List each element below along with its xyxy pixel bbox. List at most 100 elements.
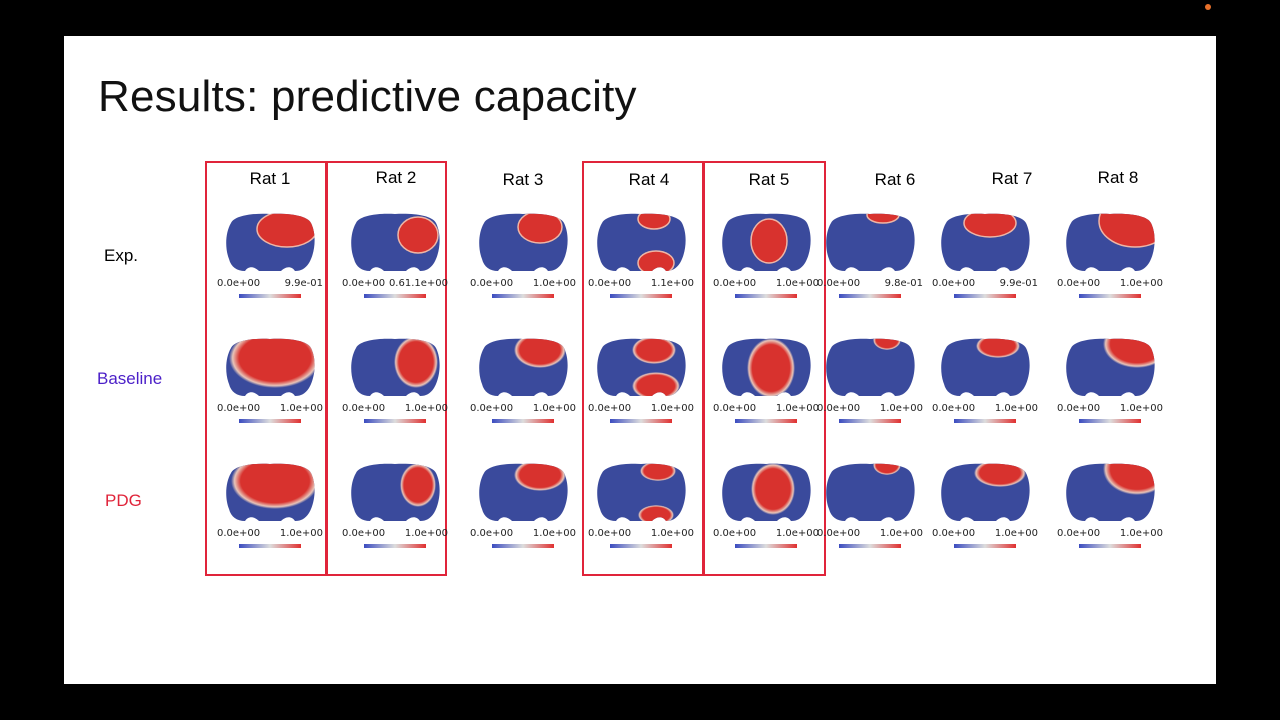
map-cell: 0.0e+00 0.61.1e+00 [340,208,450,318]
healthy-tissue-region [826,213,915,271]
map-cell: 0.0e+00 1.0e+00 [815,333,925,443]
colorbar [735,544,797,548]
colorbar-max-label: 1.0e+00 [775,528,819,539]
colorbar [610,419,672,423]
column-header-rat-6: Rat 6 [874,170,916,189]
map-cell: 0.0e+00 1.0e+00 [1055,458,1165,568]
brain-slice-map [597,213,686,272]
map-cell: 0.0e+00 1.0e+00 [1055,333,1165,443]
infarct-region [750,218,788,264]
colorbar-min-label: 0.0e+00 [817,278,861,289]
infarct-region [632,372,680,397]
map-cell: 0.0e+00 1.0e+00 [468,458,578,568]
infarct-region [397,216,439,254]
infarct-region [751,463,795,515]
infarct-region [637,213,671,230]
colorbar-max-label: 1.0e+00 [532,278,576,289]
colorbar-min-label: 0.0e+00 [217,278,261,289]
brain-slice-map [597,463,686,522]
colorbar-max-label: 9.8e-01 [884,278,923,289]
colorbar [839,419,901,423]
colorbar-min-label: 0.0e+00 [342,278,386,289]
brain-slice-map [826,463,915,521]
brain-slice-map [226,213,315,271]
colorbar [364,419,426,423]
colorbar-min-label: 0.0e+00 [342,403,386,414]
colorbar-max-label: 1.0e+00 [1119,528,1163,539]
colorbar-min-label: 0.0e+00 [932,528,976,539]
map-cell: 0.0e+00 1.0e+00 [468,208,578,318]
map-cell: 0.0e+00 1.0e+00 [586,458,696,568]
colorbar-max-label: 1.1e+00 [650,278,694,289]
brain-slice-map [351,338,440,396]
infarct-region [747,338,795,397]
infarct-region [517,213,563,244]
map-cell: 0.0e+00 1.0e+00 [930,458,1040,568]
colorbar [610,544,672,548]
column-header-rat-7: Rat 7 [991,169,1033,188]
colorbar [239,294,301,298]
map-cell: 0.0e+00 1.0e+00 [586,333,696,443]
map-cell: 0.0e+00 1.0e+00 [711,333,821,443]
colorbar-max-label: 1.0e+00 [650,403,694,414]
map-cell: 0.0e+00 1.0e+00 [340,458,450,568]
recording-dot-icon [1205,4,1211,10]
colorbar [1079,294,1141,298]
infarct-region [873,338,901,350]
colorbar-max-label: 1.0e+00 [532,403,576,414]
colorbar-min-label: 0.0e+00 [713,278,757,289]
colorbar-min-label: 0.0e+00 [217,403,261,414]
colorbar [735,294,797,298]
colorbar-max-label: 1.0e+00 [279,403,323,414]
highlight-box-rat-5 [703,161,826,576]
colorbar-max-label: 1.0e+00 [404,528,448,539]
brain-slice-map [722,213,811,271]
slide: Results: predictive capacity Rat 1 Rat 2… [64,36,1216,684]
colorbar-min-label: 0.0e+00 [817,403,861,414]
brain-slice-map [597,338,686,397]
colorbar [492,419,554,423]
colorbar-max-label: 1.0e+00 [994,403,1038,414]
brain-slice-map [1066,213,1155,271]
infarct-region [640,463,676,481]
colorbar-max-label: 1.0e+00 [775,278,819,289]
colorbar [954,419,1016,423]
infarct-region [637,250,675,272]
infarct-region [256,213,315,248]
column-header-rat-4: Rat 4 [628,170,670,189]
map-cell: 0.0e+00 9.9e-01 [215,208,325,318]
colorbar-min-label: 0.0e+00 [470,403,514,414]
map-cell: 0.0e+00 9.9e-01 [930,208,1040,318]
colorbar [1079,544,1141,548]
map-cell: 0.0e+00 1.0e+00 [215,333,325,443]
brain-slice-map [226,463,315,521]
colorbar [1079,419,1141,423]
colorbar-min-label: 0.0e+00 [470,528,514,539]
colorbar-min-label: 0.0e+00 [342,528,386,539]
brain-slice-map [479,463,568,521]
brain-slice-map [226,338,315,396]
infarct-region [514,338,566,368]
infarct-region [976,338,1020,358]
healthy-tissue-region [826,463,915,521]
brain-slice-map [941,338,1030,396]
colorbar-min-label: 0.0e+00 [932,403,976,414]
colorbar [610,294,672,298]
colorbar-max-label: 1.0e+00 [279,528,323,539]
colorbar [364,294,426,298]
healthy-tissue-region [826,338,915,396]
infarct-region [974,463,1026,487]
brain-slice-map [826,213,915,271]
colorbar-min-label: 0.0e+00 [1057,528,1101,539]
map-cell: 0.0e+00 1.0e+00 [468,333,578,443]
brain-slice-map [479,338,568,396]
colorbar-max-label: 1.0e+00 [994,528,1038,539]
slide-title: Results: predictive capacity [98,72,637,121]
colorbar [364,544,426,548]
colorbar-max-label: 0.61.1e+00 [388,278,448,289]
column-header-rat-3: Rat 3 [502,170,544,189]
colorbar-max-label: 1.0e+00 [1119,403,1163,414]
colorbar [839,544,901,548]
infarct-region [231,463,315,509]
colorbar [735,419,797,423]
